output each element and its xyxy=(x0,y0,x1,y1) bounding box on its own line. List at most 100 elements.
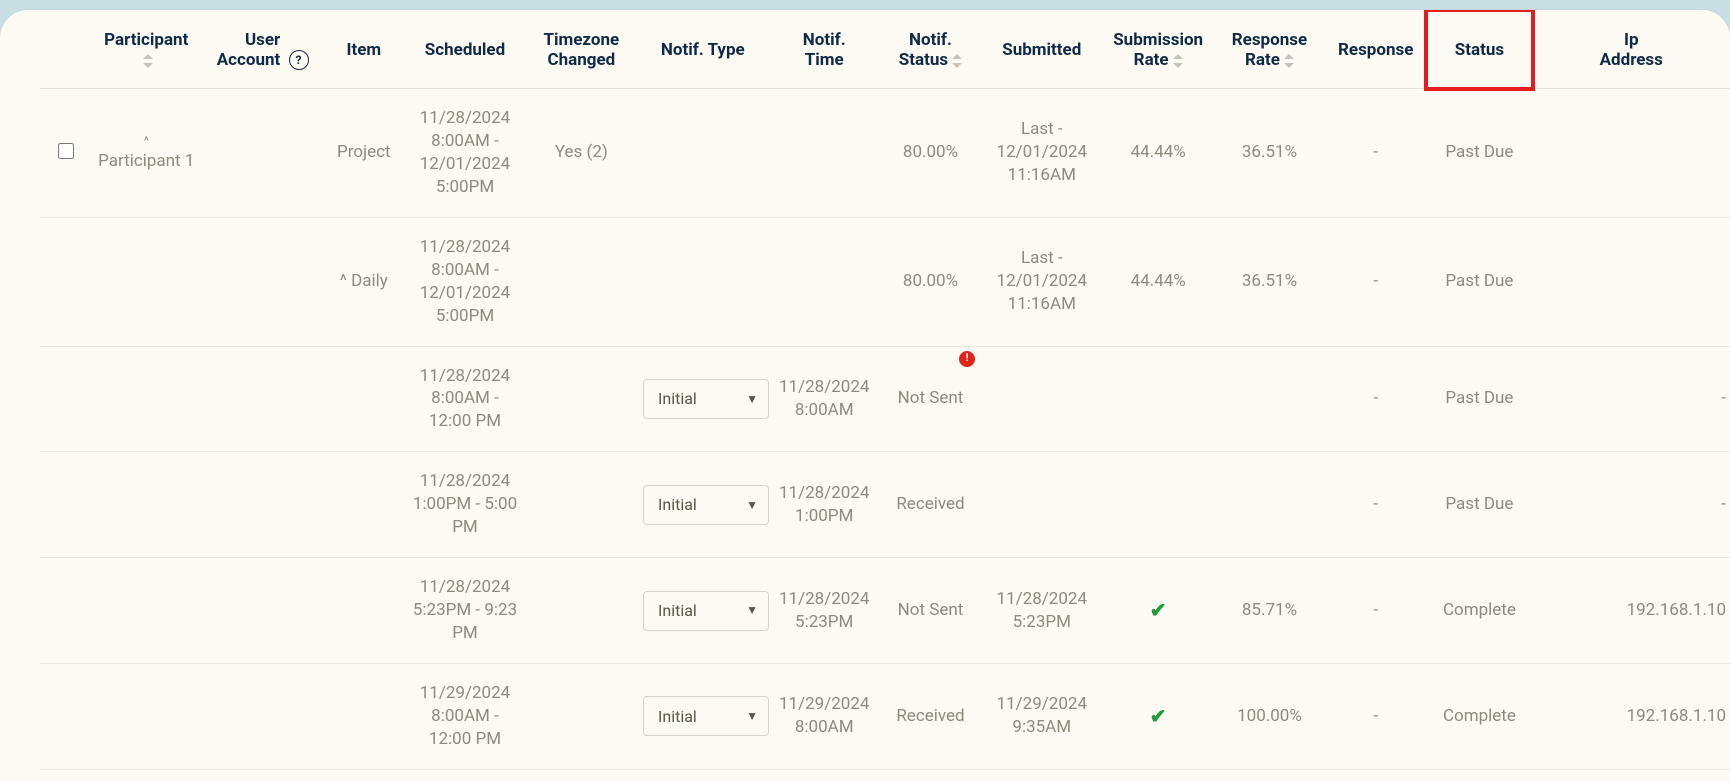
cell-response-rate xyxy=(1214,769,1325,781)
cell-response-rate: 85.71% xyxy=(1214,558,1325,664)
cell-notif-status: Received xyxy=(880,769,981,781)
cell-item xyxy=(323,663,404,769)
submission-rate-text: 44.44% xyxy=(1131,271,1186,291)
ip-text: 192.168.1.10 xyxy=(1627,706,1726,726)
notif-type-value: Initial xyxy=(658,706,697,728)
cell-ip-address: - xyxy=(1533,452,1730,558)
column-label: IpAddress xyxy=(1600,30,1663,70)
notif-time-text: 11/28/2024 5:23PM xyxy=(779,589,869,632)
cell-notif-type: Initial▼ xyxy=(637,769,769,781)
table-row: 11/29/2024 1:00PM - 5:00 PMInitial▼11/29… xyxy=(40,769,1730,781)
cell-status: Complete xyxy=(1426,558,1532,664)
cell-timezone xyxy=(526,217,637,346)
item-label: Project xyxy=(337,142,391,162)
column-header-response_rate[interactable]: ResponseRate xyxy=(1214,10,1325,89)
sort-icon[interactable] xyxy=(952,54,962,68)
notif-time-text: 11/29/2024 8:00AM xyxy=(779,694,869,737)
notif-type-value: Initial xyxy=(658,388,697,410)
cell-submitted: Last - 12/01/2024 11:16AM xyxy=(981,217,1102,346)
submitted-text: Last - 12/01/2024 11:16AM xyxy=(997,248,1087,314)
cell-timezone xyxy=(526,452,637,558)
cell-checkbox xyxy=(40,452,91,558)
cell-item: ^ Daily xyxy=(323,217,404,346)
cell-ip-address xyxy=(1533,217,1730,346)
submitted-text: 11/28/2024 5:23PM xyxy=(997,589,1087,632)
table-body: ^Participant 1 Project 11/28/2024 8:00AM -… xyxy=(40,89,1730,781)
cell-response-rate xyxy=(1214,346,1325,452)
table-scroll[interactable]: ParticipantUserAccount ?ItemScheduledTim… xyxy=(40,10,1730,781)
cell-ip-address: - xyxy=(1533,769,1730,781)
notif-type-select[interactable]: Initial▼ xyxy=(643,591,769,631)
column-header-checkbox xyxy=(40,10,91,89)
notif-status-text: 80.00% xyxy=(903,142,958,162)
cell-timezone xyxy=(526,346,637,452)
cell-submission-rate: ✔ xyxy=(1102,663,1213,769)
cell-notif-time xyxy=(769,217,880,346)
chevron-down-icon: ▼ xyxy=(746,602,758,618)
cell-notif-status: !Not Sent xyxy=(880,346,981,452)
notif-type-select[interactable]: Initial▼ xyxy=(643,696,769,736)
cell-notif-status: Received xyxy=(880,663,981,769)
cell-participant xyxy=(91,217,202,346)
ip-text: - xyxy=(1721,388,1726,408)
scheduled-text: 11/28/2024 8:00AM - 12/01/2024 5:00PM xyxy=(420,237,510,326)
cell-user-account xyxy=(202,452,323,558)
sort-icon[interactable] xyxy=(1284,54,1294,68)
cell-item xyxy=(323,346,404,452)
cell-scheduled: 11/28/2024 8:00AM - 12/01/2024 5:00PM xyxy=(404,217,525,346)
column-header-submission_rate[interactable]: SubmissionRate xyxy=(1102,10,1213,89)
cell-user-account xyxy=(202,346,323,452)
cell-status: Past Due xyxy=(1426,346,1532,452)
cell-submission-rate xyxy=(1102,452,1213,558)
cell-participant xyxy=(91,558,202,664)
scheduled-text: 11/29/2024 8:00AM - 12:00 PM xyxy=(420,683,510,749)
column-header-notif_status[interactable]: Notif.Status xyxy=(880,10,981,89)
cell-notif-time xyxy=(769,89,880,218)
notif-time-text: 11/28/2024 8:00AM xyxy=(779,377,869,420)
column-label: Status xyxy=(1455,40,1504,60)
cell-notif-time: 11/29/2024 8:00AM xyxy=(769,663,880,769)
column-label: Notif. Type xyxy=(661,40,745,60)
cell-user-account xyxy=(202,89,323,218)
row-checkbox[interactable] xyxy=(58,143,74,159)
notif-type-select[interactable]: Initial▼ xyxy=(643,485,769,525)
scheduled-text: 11/28/2024 8:00AM - 12:00 PM xyxy=(420,366,510,432)
cell-response-rate: 100.00% xyxy=(1214,663,1325,769)
cell-submission-rate: ✔ xyxy=(1102,558,1213,664)
cell-participant xyxy=(91,346,202,452)
alert-icon[interactable]: ! xyxy=(959,351,975,367)
cell-ip-address: 192.168.1.10 xyxy=(1533,558,1730,664)
notif-status-text: Not Sent xyxy=(898,600,964,620)
column-label: Response xyxy=(1338,40,1413,60)
cell-submitted: Last - 12/01/2024 11:16AM xyxy=(981,89,1102,218)
cell-response-rate: 36.51% xyxy=(1214,89,1325,218)
column-label: Participant xyxy=(104,30,188,50)
collapse-caret-icon[interactable]: ^ xyxy=(97,133,196,149)
column-header-participant[interactable]: Participant xyxy=(91,10,202,89)
status-text: Past Due xyxy=(1445,271,1513,291)
cell-scheduled: 11/29/2024 8:00AM - 12:00 PM xyxy=(404,663,525,769)
cell-notif-type: Initial▼ xyxy=(637,558,769,664)
column-header-item: Item xyxy=(323,10,404,89)
column-label: SubmissionRate xyxy=(1113,30,1203,70)
participant-name: Participant 1 xyxy=(97,150,196,173)
cell-checkbox xyxy=(40,769,91,781)
cell-status: Past Due xyxy=(1426,89,1532,218)
notif-time-text: 11/28/2024 1:00PM xyxy=(779,483,869,526)
cell-user-account xyxy=(202,663,323,769)
cell-item xyxy=(323,558,404,664)
scheduled-text: 11/28/2024 1:00PM - 5:00 PM xyxy=(413,471,517,537)
column-header-user_account: UserAccount ? xyxy=(202,10,323,89)
notif-status-text: 80.00% xyxy=(903,271,958,291)
cell-status: Past Due xyxy=(1426,217,1532,346)
cell-notif-type: Initial▼ xyxy=(637,346,769,452)
sort-icon[interactable] xyxy=(1173,54,1183,68)
cell-submitted xyxy=(981,346,1102,452)
response-text: - xyxy=(1373,388,1378,408)
help-icon[interactable]: ? xyxy=(289,50,309,70)
sort-icon[interactable] xyxy=(143,54,153,68)
item-label[interactable]: ^ Daily xyxy=(340,271,388,291)
chevron-down-icon: ▼ xyxy=(746,497,758,513)
notif-type-select[interactable]: Initial▼ xyxy=(643,379,769,419)
cell-response-rate: 36.51% xyxy=(1214,217,1325,346)
